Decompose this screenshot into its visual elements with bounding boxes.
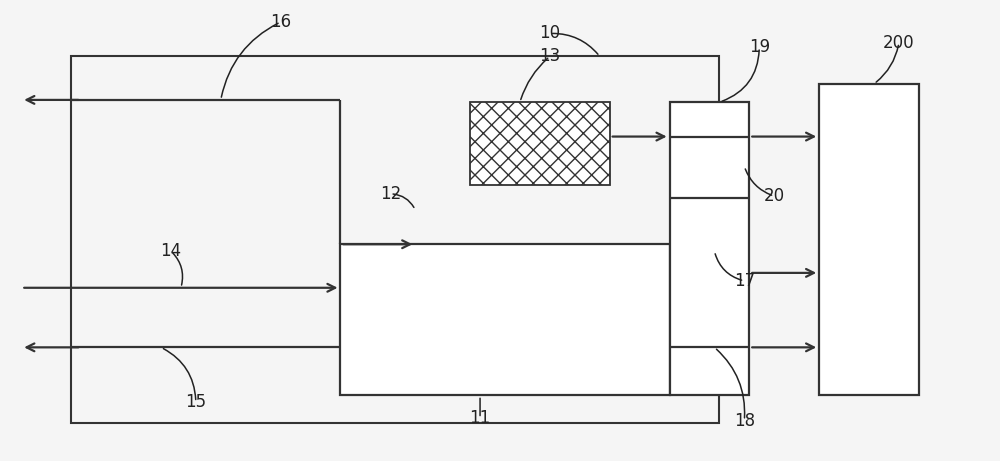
Text: 20: 20 [764,187,785,205]
Text: 14: 14 [160,242,181,260]
Bar [819,84,919,396]
Bar [340,244,670,396]
Text: 18: 18 [734,412,755,430]
Text: 13: 13 [539,47,560,65]
Bar [670,102,749,396]
Text: 12: 12 [380,185,401,203]
Text: 19: 19 [749,38,770,56]
Text: 17: 17 [734,272,755,290]
Text: 200: 200 [883,34,915,52]
Bar [470,102,610,185]
Text: 15: 15 [185,393,206,411]
Text: 16: 16 [270,13,291,31]
Text: 10: 10 [539,24,560,42]
Text: 11: 11 [469,409,491,427]
Bar [71,56,719,423]
